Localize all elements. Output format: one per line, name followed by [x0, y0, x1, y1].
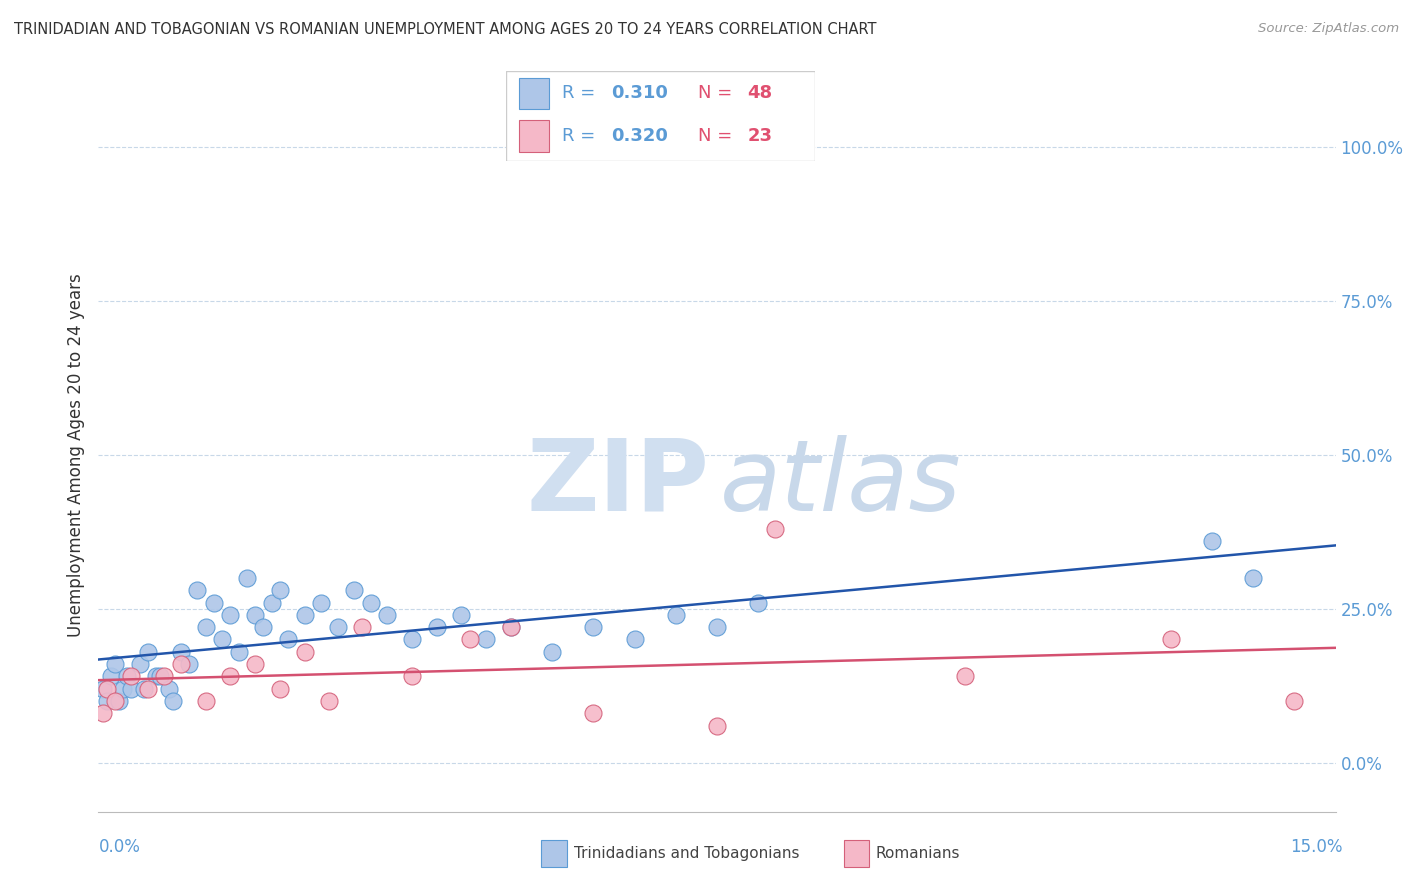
Text: R =: R =	[562, 127, 600, 145]
Point	[953, 669, 976, 683]
Point	[352, 620, 374, 634]
Point	[623, 632, 645, 647]
Point	[277, 632, 299, 647]
Point	[149, 669, 172, 683]
Point	[228, 645, 250, 659]
Text: Romanians: Romanians	[876, 847, 960, 861]
Point	[120, 669, 142, 683]
Point	[179, 657, 201, 671]
Point	[162, 694, 184, 708]
Point	[343, 583, 366, 598]
Text: 15.0%: 15.0%	[1291, 838, 1343, 856]
Point	[582, 620, 605, 634]
Point	[104, 694, 127, 708]
Point	[582, 706, 605, 721]
Point	[186, 583, 208, 598]
Point	[170, 657, 193, 671]
Point	[401, 632, 423, 647]
Point	[202, 596, 225, 610]
Point	[450, 607, 472, 622]
Text: R =: R =	[562, 84, 600, 102]
Point	[112, 681, 135, 696]
Point	[219, 607, 242, 622]
Point	[294, 645, 316, 659]
Point	[541, 645, 564, 659]
Point	[96, 681, 118, 696]
Text: 48: 48	[748, 84, 772, 102]
Text: N =: N =	[697, 84, 738, 102]
Point	[360, 596, 382, 610]
Point	[763, 522, 786, 536]
Point	[136, 645, 159, 659]
Text: ZIP: ZIP	[527, 435, 710, 532]
Point	[401, 669, 423, 683]
Point	[153, 669, 176, 683]
Point	[706, 620, 728, 634]
FancyBboxPatch shape	[506, 71, 815, 161]
Point	[194, 694, 217, 708]
Point	[170, 645, 193, 659]
Point	[136, 681, 159, 696]
Point	[260, 596, 283, 610]
Point	[91, 706, 114, 721]
Text: 23: 23	[748, 127, 772, 145]
Point	[96, 694, 118, 708]
Text: N =: N =	[697, 127, 738, 145]
Point	[269, 583, 291, 598]
Point	[499, 620, 522, 634]
Point	[243, 657, 266, 671]
Point	[747, 596, 769, 610]
Point	[236, 571, 259, 585]
Text: Source: ZipAtlas.com: Source: ZipAtlas.com	[1258, 22, 1399, 36]
Point	[104, 657, 127, 671]
Point	[100, 669, 122, 683]
Text: TRINIDADIAN AND TOBAGONIAN VS ROMANIAN UNEMPLOYMENT AMONG AGES 20 TO 24 YEARS CO: TRINIDADIAN AND TOBAGONIAN VS ROMANIAN U…	[14, 22, 876, 37]
Point	[120, 681, 142, 696]
Point	[108, 694, 131, 708]
Text: atlas: atlas	[720, 435, 962, 532]
Point	[375, 607, 398, 622]
Bar	[844, 840, 869, 867]
Point	[294, 607, 316, 622]
Text: 0.320: 0.320	[612, 127, 668, 145]
Point	[665, 607, 688, 622]
Point	[117, 669, 139, 683]
Point	[219, 669, 242, 683]
Bar	[519, 120, 550, 152]
Point	[194, 620, 217, 634]
Point	[326, 620, 349, 634]
Point	[269, 681, 291, 696]
Text: Trinidadians and Tobagonians: Trinidadians and Tobagonians	[574, 847, 799, 861]
Y-axis label: Unemployment Among Ages 20 to 24 years: Unemployment Among Ages 20 to 24 years	[66, 273, 84, 637]
Bar	[541, 840, 567, 867]
Text: 0.310: 0.310	[612, 84, 668, 102]
Point	[252, 620, 274, 634]
Point	[309, 596, 332, 610]
Point	[458, 632, 481, 647]
Point	[132, 681, 155, 696]
Point	[1241, 571, 1264, 585]
Point	[475, 632, 498, 647]
Point	[499, 620, 522, 634]
Point	[145, 669, 167, 683]
Point	[243, 607, 266, 622]
Point	[318, 694, 340, 708]
Point	[1160, 632, 1182, 647]
Point	[128, 657, 150, 671]
Point	[91, 681, 114, 696]
Point	[1284, 694, 1306, 708]
Point	[426, 620, 449, 634]
Bar	[519, 78, 550, 109]
Point	[157, 681, 180, 696]
Point	[211, 632, 233, 647]
Text: 0.0%: 0.0%	[98, 838, 141, 856]
Point	[1201, 534, 1223, 549]
Point	[706, 718, 728, 732]
